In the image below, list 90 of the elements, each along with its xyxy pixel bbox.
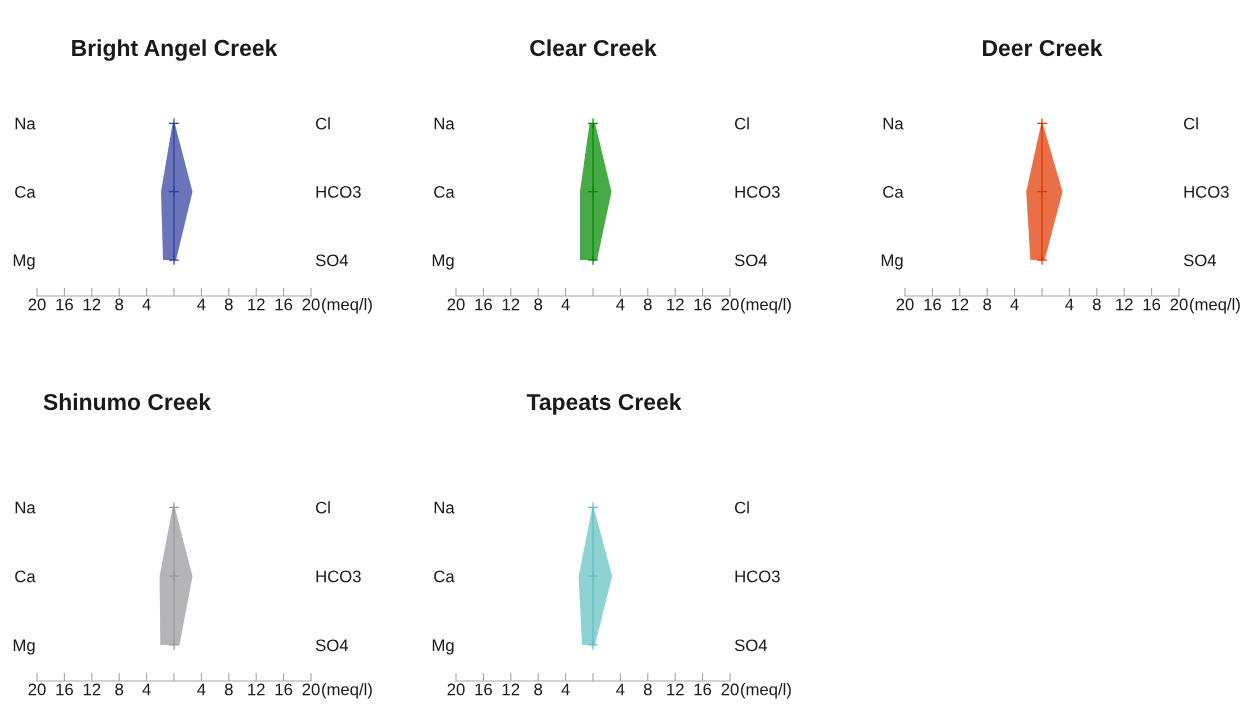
x-tick-label: 20 [447, 298, 465, 311]
x-tick-label: 4 [197, 683, 206, 696]
y2-tick-label: Cl [735, 501, 749, 514]
x-tick-label: 20 [447, 683, 465, 696]
x-tick-label: 8 [534, 298, 543, 311]
x-tick-label: 12 [502, 683, 520, 696]
x-tick-label: 20 [896, 298, 914, 311]
x-tick-label: 12 [1116, 298, 1133, 311]
x-tick-label: 8 [534, 683, 543, 696]
x-tick-label: 20 [721, 298, 739, 311]
y2-tick-label: HCO3 [735, 570, 780, 583]
x-axis-title: (meq/l) [741, 298, 791, 314]
y-tick-label: Na [15, 501, 36, 514]
y-tick-label: Mg [432, 639, 454, 655]
x-tick-label: 8 [643, 298, 652, 311]
x-tick-label: 12 [83, 298, 101, 311]
y2-tick-label: Cl [735, 117, 749, 130]
x-tick-label: 20 [302, 683, 320, 696]
x-tick-label: 8 [983, 298, 992, 311]
x-tick-label: 16 [56, 298, 73, 311]
x-tick-label: 12 [248, 298, 265, 311]
x-tick-label: 16 [1143, 298, 1161, 311]
x-tick-label: 12 [951, 298, 969, 311]
chart-title: Clear Creek [530, 39, 657, 57]
x-tick-label: 4 [1065, 298, 1074, 311]
x-tick-label: 4 [616, 683, 625, 696]
x-tick-label: 8 [115, 298, 124, 311]
x-tick-label: 4 [561, 298, 570, 311]
x-axis-title: (meq/l) [322, 683, 372, 699]
y-tick-label: Mg [432, 254, 454, 270]
x-tick-label: 16 [694, 683, 712, 696]
x-tick-label: 20 [1170, 298, 1188, 311]
y2-tick-label: Cl [316, 117, 330, 130]
x-tick-label: 8 [224, 683, 233, 696]
x-tick-label: 16 [924, 298, 941, 311]
y-tick-label: Ca [434, 570, 455, 583]
y2-tick-label: SO4 [1183, 254, 1217, 267]
y-tick-label: Ca [883, 186, 904, 198]
chart-title: Bright Angel Creek [72, 39, 278, 61]
y2-tick-label: SO4 [315, 254, 349, 267]
y2-tick-label: HCO3 [1184, 186, 1229, 198]
x-tick-label: 16 [56, 683, 73, 696]
y-tick-label: Mg [13, 254, 35, 270]
x-axis-title: (meq/l) [1190, 298, 1240, 314]
x-tick-label: 16 [694, 298, 712, 311]
y2-tick-label: SO4 [315, 639, 349, 652]
x-tick-label: 4 [1010, 298, 1019, 311]
y2-tick-label: HCO3 [316, 570, 361, 583]
x-tick-label: 4 [561, 683, 570, 696]
x-tick-label: 16 [475, 298, 492, 311]
y-tick-label: Ca [434, 186, 455, 198]
y-tick-label: Mg [881, 254, 903, 270]
x-tick-label: 20 [302, 298, 320, 311]
x-tick-label: 12 [667, 298, 684, 311]
x-tick-label: 12 [667, 683, 684, 696]
x-tick-label: 4 [197, 298, 206, 311]
chart-title: Shinumo Creek [43, 393, 212, 411]
y-tick-label: Mg [13, 639, 35, 655]
x-tick-label: 8 [1092, 298, 1101, 311]
x-tick-label: 16 [475, 683, 492, 696]
y2-tick-label: Cl [316, 501, 330, 514]
chart-title: Deer Creek [983, 39, 1103, 57]
x-tick-label: 8 [643, 683, 652, 696]
x-tick-label: 4 [142, 683, 151, 696]
y2-tick-label: HCO3 [735, 186, 780, 198]
x-tick-label: 12 [248, 683, 265, 696]
x-axis-title: (meq/l) [322, 298, 372, 314]
y2-tick-label: Cl [1184, 117, 1198, 130]
y-tick-label: Ca [15, 186, 36, 198]
x-tick-label: 8 [224, 298, 233, 311]
x-tick-label: 20 [28, 683, 46, 696]
y2-tick-label: SO4 [734, 254, 768, 267]
y-tick-label: Na [15, 117, 36, 130]
x-tick-label: 4 [616, 298, 625, 311]
x-tick-label: 20 [28, 298, 46, 311]
x-tick-label: 8 [115, 683, 124, 696]
x-tick-label: 12 [83, 683, 101, 696]
y-tick-label: Na [883, 117, 904, 130]
x-tick-label: 16 [275, 298, 293, 311]
chart-title: Tapeats Creek [526, 393, 682, 415]
y-tick-label: Na [434, 501, 455, 514]
x-axis-title: (meq/l) [741, 683, 791, 699]
y2-tick-label: HCO3 [316, 186, 361, 198]
x-tick-label: 16 [275, 683, 293, 696]
x-tick-label: 4 [142, 298, 151, 311]
y-tick-label: Na [434, 117, 455, 130]
x-tick-label: 12 [502, 298, 520, 311]
y-tick-label: Ca [15, 570, 36, 583]
y2-tick-label: SO4 [734, 639, 768, 652]
x-tick-label: 20 [721, 683, 739, 696]
